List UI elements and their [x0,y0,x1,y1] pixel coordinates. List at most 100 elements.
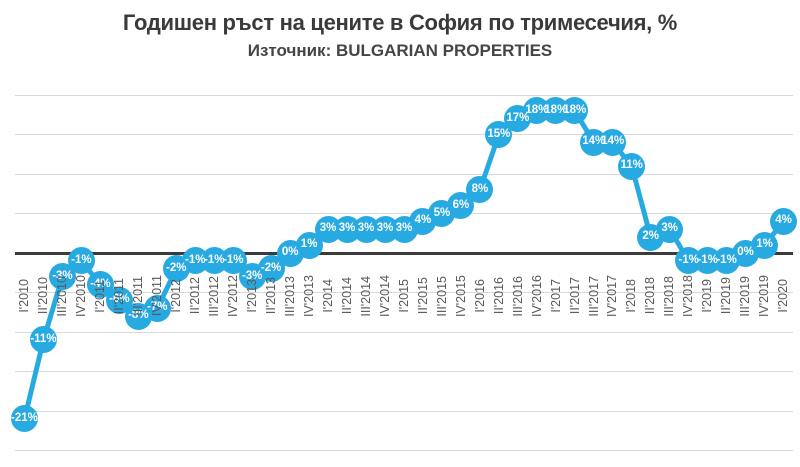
x-axis-label-text: III'2019 [738,275,753,317]
x-axis-label: IV'2015 [452,257,470,335]
x-axis-label-text: II'2018 [643,277,658,315]
x-axis-label-text: I'2017 [548,279,563,313]
x-axis-label: IV'2017 [604,257,622,335]
x-axis-label-text: II'2019 [719,277,734,315]
data-point-label: -1% [185,253,206,266]
data-point-marker [67,247,95,275]
data-point-label: -1% [678,253,699,266]
data-point-label: 1% [300,238,318,251]
x-axis-label-text: I'2014 [320,279,335,313]
gridline [15,410,793,412]
x-axis-label: III'2015 [433,257,451,335]
data-point-label: 17% [506,111,530,124]
x-axis-label: II'2015 [414,257,432,335]
x-axis-label-text: IV'2012 [225,274,240,317]
x-axis-label: I'2020 [775,257,793,335]
data-point-label: 18% [563,103,587,116]
data-point-label: -11% [30,332,57,345]
data-point-label: 2% [642,230,659,243]
x-axis-label-text: I'2010 [17,279,32,313]
x-axis-label: III'2014 [357,257,375,335]
data-point-marker [751,231,779,259]
x-axis-label: III'2011 [129,257,147,335]
x-axis-label-text: I'2015 [396,279,411,313]
x-axis-label: I'2013 [243,257,261,335]
x-axis-label-text: II'2017 [567,277,582,315]
x-axis-label: IV'2011 [148,257,166,335]
chart-subtitle: Източник: BULGARIAN PROPERTIES [247,41,553,60]
x-axis-label-text: IV'2014 [377,274,392,317]
x-axis-label: I'2011 [91,257,109,335]
data-point-marker [29,326,57,354]
chart-header: Годишен ръст на цените в София по тримес… [0,10,800,61]
x-axis-label: III'2019 [737,257,755,335]
x-axis-label: I'2018 [623,257,641,335]
x-axis-label: IV'2013 [300,257,318,335]
x-axis-label-text: II'2016 [491,277,506,315]
data-point-label: 18% [544,103,568,116]
gridline [15,94,793,96]
data-point-label: 4% [775,214,792,227]
data-point-label: 0% [737,246,754,258]
x-axis-label-text: III'2014 [358,275,373,317]
data-point-label: -21% [11,411,38,424]
data-point-label: 11% [620,159,643,172]
x-axis-label: II'2018 [642,257,660,335]
x-axis-label: I'2010 [15,257,33,335]
x-axis-label: III'2016 [509,257,527,335]
data-point-label: 18% [525,103,549,116]
x-axis-label-text: III'2018 [662,275,677,317]
x-axis-label: IV'2014 [376,257,394,335]
data-point-marker [466,176,494,204]
gridline [15,292,793,293]
x-axis-label: I'2019 [699,257,717,335]
x-axis-label: IV'2016 [528,257,546,335]
data-point-label: 3% [357,222,375,235]
x-axis-label-text: IV'2019 [757,274,772,317]
data-point-label: 0% [281,246,299,258]
gridline [15,173,793,175]
x-axis-label-text: III'2010 [55,275,70,317]
data-point-label: 3% [661,222,678,235]
data-point-label: 15% [487,127,511,140]
x-axis-label-text: I'2012 [169,279,184,313]
data-point-label: 1% [756,238,773,251]
x-axis-label: IV'2018 [680,257,698,335]
x-axis-label: IV'2012 [224,257,242,335]
x-axis-label: III'2017 [585,257,603,335]
data-point-label: -3% [241,269,263,282]
x-axis-label: I'2012 [167,257,185,335]
chart-title: Годишен ръст на цените в София по тримес… [122,10,678,35]
x-axis-label: IV'2019 [756,257,774,335]
x-axis-label: II'2013 [262,257,280,335]
x-axis-label-text: I'2019 [700,279,715,313]
data-point-label: -7% [147,301,168,314]
gridline [15,450,793,451]
x-axis-label: II'2017 [566,257,584,335]
x-axis-label-text: II'2011 [112,277,127,315]
data-point-label: 5% [433,206,451,219]
gridline [15,331,793,333]
x-axis-label-text: III'2013 [282,275,297,317]
x-axis-label-text: I'2020 [776,279,791,313]
x-axis-label-text: IV'2013 [301,274,316,317]
data-point-marker [599,128,627,156]
x-axis-label-text: I'2016 [472,279,487,313]
x-axis-label: I'2017 [547,257,565,335]
x-axis-label-text: IV'2018 [681,274,696,317]
gridline [15,134,793,135]
x-axis-label: III'2018 [661,257,679,335]
x-axis-label-text: II'2010 [36,277,51,315]
x-axis-label-text: II'2012 [188,277,203,315]
data-point-label: 6% [452,198,470,211]
data-point-marker [618,152,646,180]
data-point-marker [561,97,589,125]
x-axis-label-text: III'2011 [131,276,146,316]
x-axis-label-text: II'2014 [339,277,354,315]
x-axis-label: III'2013 [281,257,299,335]
x-axis-label: II'2011 [110,257,128,335]
x-axis-label: II'2010 [34,257,52,335]
data-point-label: 3% [395,222,413,235]
x-axis-label: I'2014 [319,257,337,335]
